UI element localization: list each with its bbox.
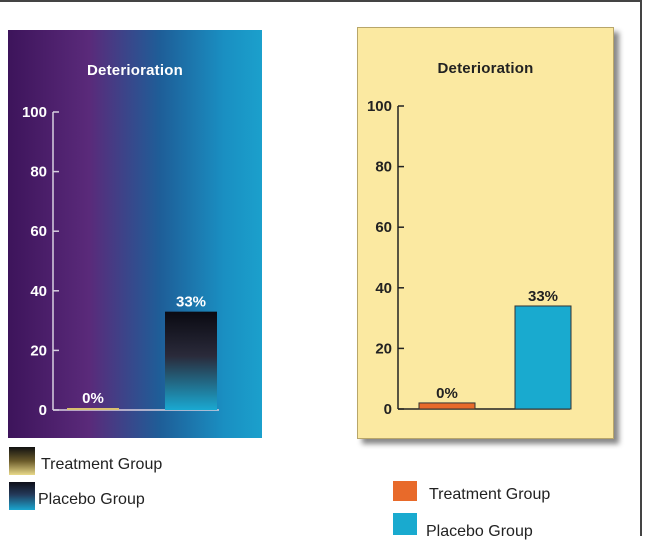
right-chart-y-tick-label-40: 40 bbox=[375, 280, 392, 297]
left-chart-y-tick-label-40: 40 bbox=[30, 283, 47, 300]
right-chart-bar-placebo bbox=[514, 305, 572, 410]
right-legend-treatment-swatch bbox=[393, 481, 417, 501]
left-legend-placebo-swatch bbox=[9, 482, 35, 510]
right-chart-y-tick-label-0: 0 bbox=[384, 401, 392, 418]
left-chart-bar-placebo bbox=[165, 311, 217, 410]
right-chart-y-tick-label-100: 100 bbox=[367, 98, 392, 115]
right-legend-placebo-swatch bbox=[393, 513, 417, 535]
left-chart-svg: 0 20 40 60 80 100 0% 33% bbox=[22, 104, 219, 419]
right-legend-treatment: Treatment Group bbox=[393, 480, 613, 506]
left-chart-y-tick-label-0: 0 bbox=[39, 402, 47, 419]
right-chart-panel: Deterioration 0 20 40 60 80 100 0% 33% bbox=[357, 27, 614, 439]
right-chart-y-tick-label-60: 60 bbox=[375, 219, 392, 236]
right-legend-placebo-label: Placebo Group bbox=[426, 523, 533, 540]
right-chart-svg: 0 20 40 60 80 100 0% 33% bbox=[367, 98, 572, 418]
right-chart-bar-label-placebo: 33% bbox=[528, 288, 558, 305]
right-legend-placebo: Placebo Group bbox=[393, 513, 613, 541]
right-chart-y-tick-label-80: 80 bbox=[375, 159, 392, 176]
page-frame-border bbox=[0, 0, 642, 536]
left-chart-panel: Deterioration 0 20 40 60 80 100 0% 33% bbox=[8, 30, 262, 438]
left-legend-placebo-label: Placebo Group bbox=[38, 491, 145, 508]
left-chart-bar-label-placebo: 33% bbox=[176, 294, 206, 311]
left-legend-treatment-label: Treatment Group bbox=[41, 456, 163, 473]
left-chart-bar-treatment bbox=[67, 408, 119, 410]
right-chart-title: Deterioration bbox=[437, 60, 534, 77]
right-chart-bar-treatment bbox=[418, 402, 476, 410]
left-legend-treatment-swatch bbox=[9, 447, 35, 475]
left-chart-y-tick-label-80: 80 bbox=[30, 164, 47, 181]
left-legend-placebo: Placebo Group bbox=[9, 482, 209, 512]
left-chart-y-tick-label-20: 20 bbox=[30, 342, 47, 359]
left-chart-title: Deterioration bbox=[87, 62, 183, 79]
left-chart-y-tick-label-100: 100 bbox=[22, 104, 47, 121]
right-chart-y-tick-label-20: 20 bbox=[375, 340, 392, 357]
right-legend-treatment-label: Treatment Group bbox=[429, 486, 551, 503]
left-chart-y-tick-label-60: 60 bbox=[30, 223, 47, 240]
right-chart-bar-label-treatment: 0% bbox=[436, 385, 458, 402]
left-chart-bar-label-treatment: 0% bbox=[82, 390, 104, 407]
left-legend-treatment: Treatment Group bbox=[9, 447, 209, 477]
